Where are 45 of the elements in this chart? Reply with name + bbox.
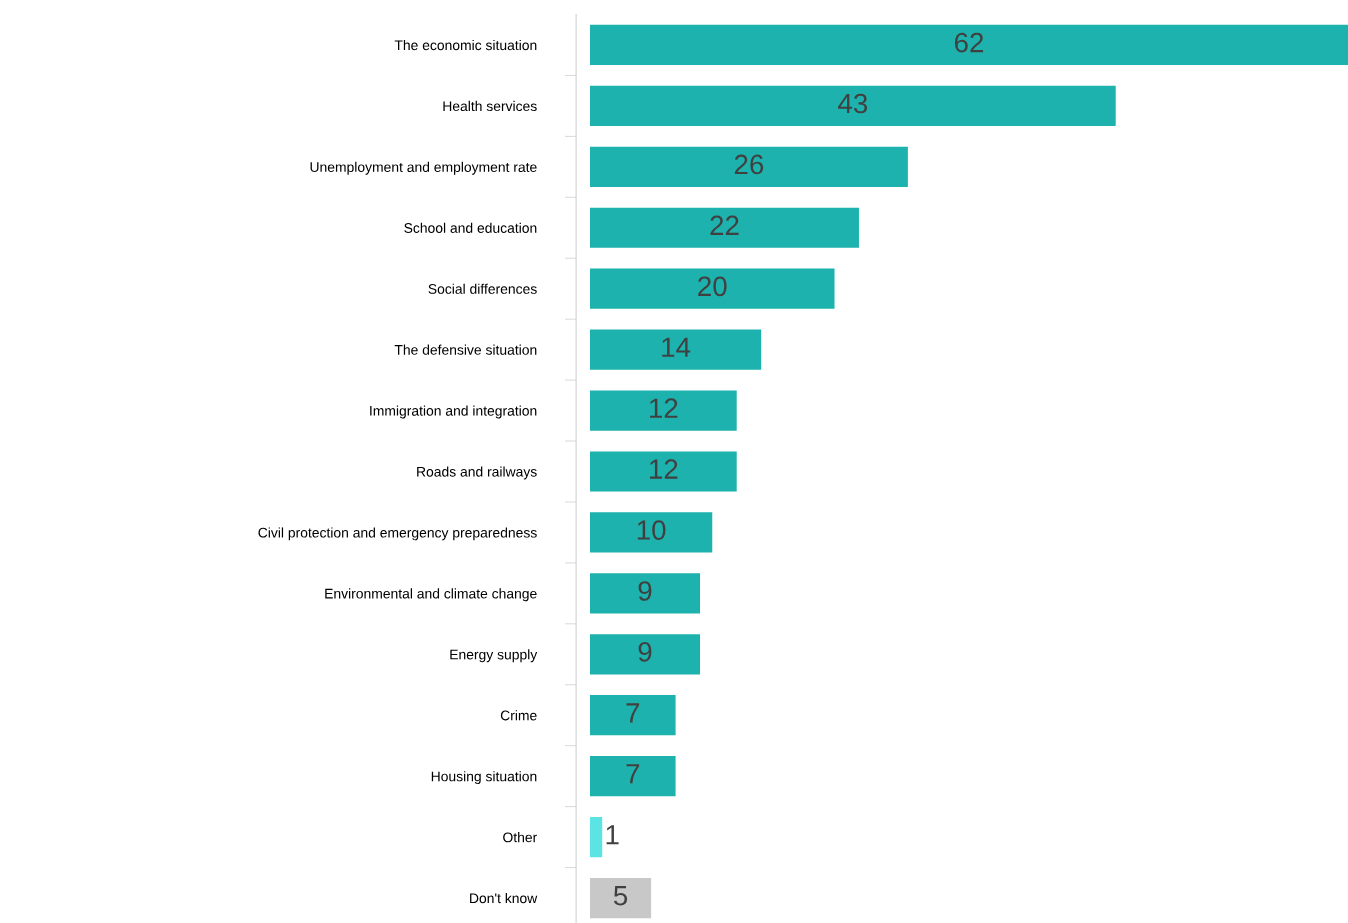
data-label: 10: [637, 520, 666, 540]
data-label: 5: [613, 886, 628, 906]
bar: [590, 512, 713, 553]
data-label: 26: [734, 154, 764, 175]
data-label: 20: [698, 276, 727, 297]
y-tick-label: The economic situation: [394, 39, 537, 51]
y-tick-label: Housing situation: [431, 771, 537, 785]
bar: [590, 390, 737, 431]
y-tick-label: Civil protection and emergency preparedness: [258, 527, 537, 541]
y-tick-label: Health services: [443, 100, 537, 112]
bar: [590, 816, 603, 858]
bar: [590, 756, 676, 797]
y-tick-label: School and education: [404, 222, 537, 233]
bar: [590, 634, 701, 675]
bar: [590, 573, 701, 614]
data-label: 1: [606, 825, 619, 845]
y-tick-label: Energy supply: [450, 649, 538, 663]
bar: [590, 695, 676, 736]
data-label: 12: [650, 459, 678, 479]
bar: [590, 24, 1348, 66]
bar: [590, 329, 762, 370]
data-label: 14: [662, 337, 691, 357]
bar: [590, 451, 737, 492]
data-label: 9: [638, 581, 652, 601]
y-tick-label: Immigration and integration: [370, 405, 537, 419]
data-label: 22: [710, 215, 739, 235]
y-tick-label: Roads and railways: [417, 466, 537, 480]
y-tick-label: Don't know: [470, 892, 538, 904]
y-tick-label: The defensive situation: [394, 344, 537, 355]
bar: [590, 877, 652, 919]
data-label: 9: [638, 642, 652, 662]
bar: [590, 146, 908, 187]
y-tick-label: Unemployment and employment rate: [310, 161, 537, 175]
y-tick-label: Social differences: [428, 283, 537, 294]
bar: [590, 268, 835, 309]
data-label: 12: [650, 398, 678, 418]
bar: [590, 85, 1116, 127]
data-label: 7: [626, 764, 640, 784]
data-label: 62: [954, 32, 984, 53]
y-tick-label: Crime: [500, 710, 537, 721]
bar: [590, 207, 859, 248]
data-label: 43: [838, 93, 868, 114]
y-tick-label: Other: [503, 832, 537, 843]
y-tick-label: Environmental and climate change: [325, 588, 537, 602]
data-label: 7: [626, 703, 640, 723]
